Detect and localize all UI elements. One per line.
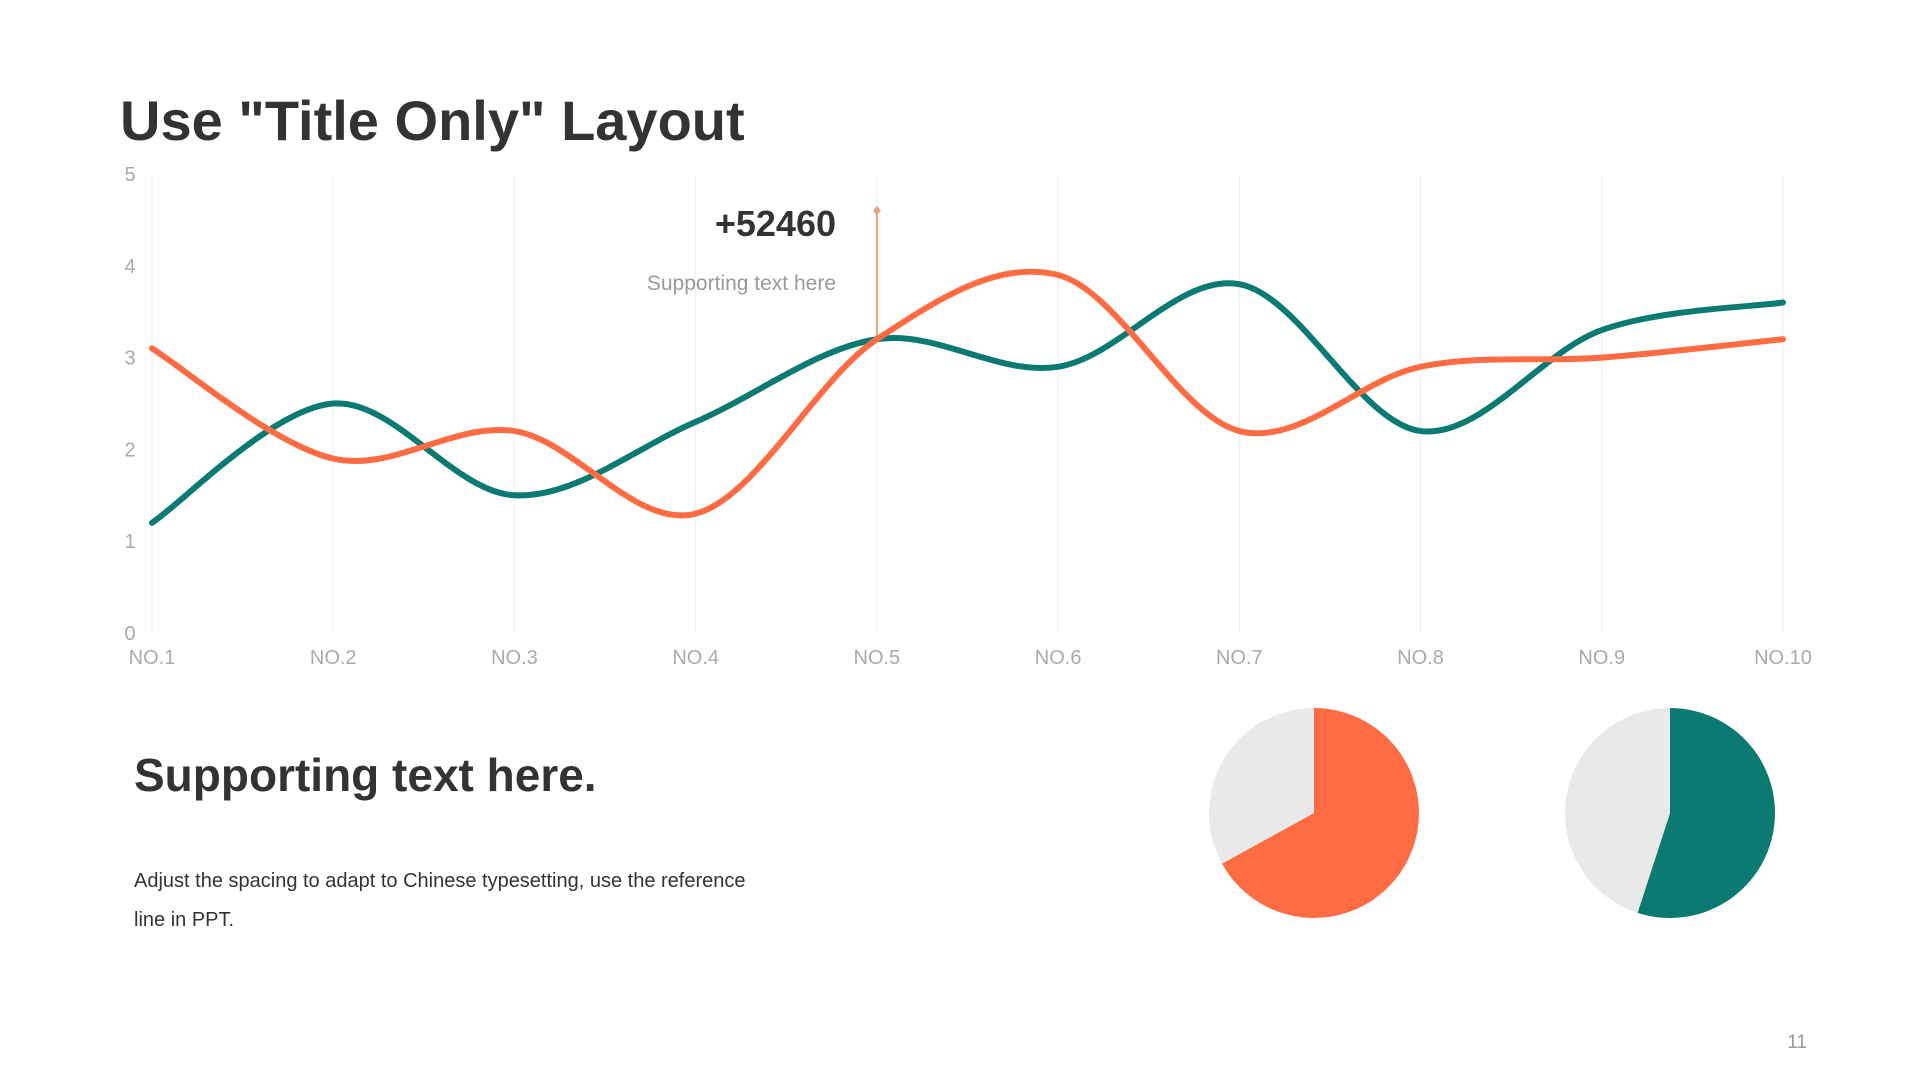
callout-value: +52460 <box>714 203 836 244</box>
pie-slice-1 <box>1221 708 1419 918</box>
y-tick-label: 0 <box>124 623 135 645</box>
x-tick-label: NO.3 <box>491 647 538 669</box>
support-body: Adjust the spacing to adapt to Chinese t… <box>134 870 746 931</box>
pie-slice-2 <box>1565 708 1670 913</box>
data-point <box>1601 357 1602 358</box>
x-tick-label: NO.4 <box>672 647 719 669</box>
x-axis-ticks: NO.1 NO.2 NO.3 NO.4 NO.5 NO.6 NO.7 NO.8 NO.9 NO.1… <box>129 647 1812 669</box>
data-point <box>1239 431 1240 432</box>
x-tick-label: NO.2 <box>310 647 357 669</box>
x-tick-label: NO.1 <box>129 647 176 669</box>
data-point <box>1783 339 1784 340</box>
support-heading: Supporting text here. <box>134 749 597 801</box>
data-point <box>152 348 153 349</box>
pie-chart-teal <box>1565 708 1775 918</box>
data-point <box>333 403 334 404</box>
pie-chart-orange <box>1209 708 1419 918</box>
chart-grid <box>151 174 1784 633</box>
data-point <box>1601 330 1602 331</box>
data-point <box>1058 366 1059 367</box>
callout-text: Supporting text here <box>646 272 836 295</box>
data-point <box>1420 366 1421 367</box>
chart-annotation <box>872 205 881 340</box>
y-tick-label: 1 <box>124 531 135 553</box>
series-line-2 <box>149 268 1786 519</box>
data-point <box>695 513 696 514</box>
y-tick-label: 4 <box>124 256 135 278</box>
y-tick-label: 2 <box>124 439 135 461</box>
y-tick-label: 3 <box>124 348 135 370</box>
data-point <box>152 522 153 523</box>
x-tick-label: NO.5 <box>854 647 901 669</box>
data-point <box>695 421 696 422</box>
data-point <box>1239 284 1240 285</box>
data-point <box>333 458 334 459</box>
pie-slice-2 <box>1209 708 1314 864</box>
x-tick-label: NO.9 <box>1578 647 1625 669</box>
data-point <box>514 495 515 496</box>
x-tick-label: NO.6 <box>1035 647 1082 669</box>
series-line-1 <box>149 280 1786 526</box>
slide-title: Use "Title Only" Layout <box>120 89 745 152</box>
data-point <box>1783 302 1784 303</box>
data-point <box>514 431 515 432</box>
x-tick-label: NO.8 <box>1397 647 1444 669</box>
x-tick-label: NO.10 <box>1754 647 1812 669</box>
data-point <box>1420 431 1421 432</box>
y-tick-label: 5 <box>124 164 135 186</box>
pie-slice-1 <box>1637 708 1775 918</box>
chart-series <box>149 268 1786 526</box>
data-point <box>876 339 877 340</box>
callout-marker-diamond <box>872 205 881 216</box>
x-tick-label: NO.7 <box>1216 647 1263 669</box>
data-point <box>1058 274 1059 275</box>
y-axis-ticks: 0 1 2 3 4 5 <box>124 164 135 645</box>
page-number: 11 <box>1787 1032 1807 1053</box>
